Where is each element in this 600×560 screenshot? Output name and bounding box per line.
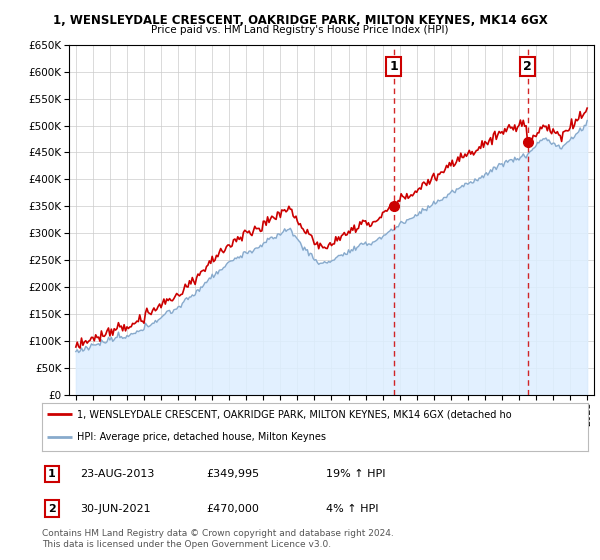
Text: 1: 1	[48, 469, 56, 479]
Text: 1: 1	[389, 60, 398, 73]
Text: 19% ↑ HPI: 19% ↑ HPI	[326, 469, 385, 479]
Text: £349,995: £349,995	[206, 469, 259, 479]
Text: 23-AUG-2013: 23-AUG-2013	[80, 469, 155, 479]
Text: HPI: Average price, detached house, Milton Keynes: HPI: Average price, detached house, Milt…	[77, 432, 326, 442]
Text: 2: 2	[523, 60, 532, 73]
Text: 1, WENSLEYDALE CRESCENT, OAKRIDGE PARK, MILTON KEYNES, MK14 6GX: 1, WENSLEYDALE CRESCENT, OAKRIDGE PARK, …	[53, 14, 547, 27]
Text: 1, WENSLEYDALE CRESCENT, OAKRIDGE PARK, MILTON KEYNES, MK14 6GX (detached ho: 1, WENSLEYDALE CRESCENT, OAKRIDGE PARK, …	[77, 409, 512, 419]
Text: 30-JUN-2021: 30-JUN-2021	[80, 503, 151, 514]
Text: 2: 2	[48, 503, 56, 514]
Text: Price paid vs. HM Land Registry's House Price Index (HPI): Price paid vs. HM Land Registry's House …	[151, 25, 449, 35]
Text: Contains HM Land Registry data © Crown copyright and database right 2024.
This d: Contains HM Land Registry data © Crown c…	[42, 529, 394, 549]
Text: 4% ↑ HPI: 4% ↑ HPI	[326, 503, 379, 514]
Text: £470,000: £470,000	[206, 503, 259, 514]
